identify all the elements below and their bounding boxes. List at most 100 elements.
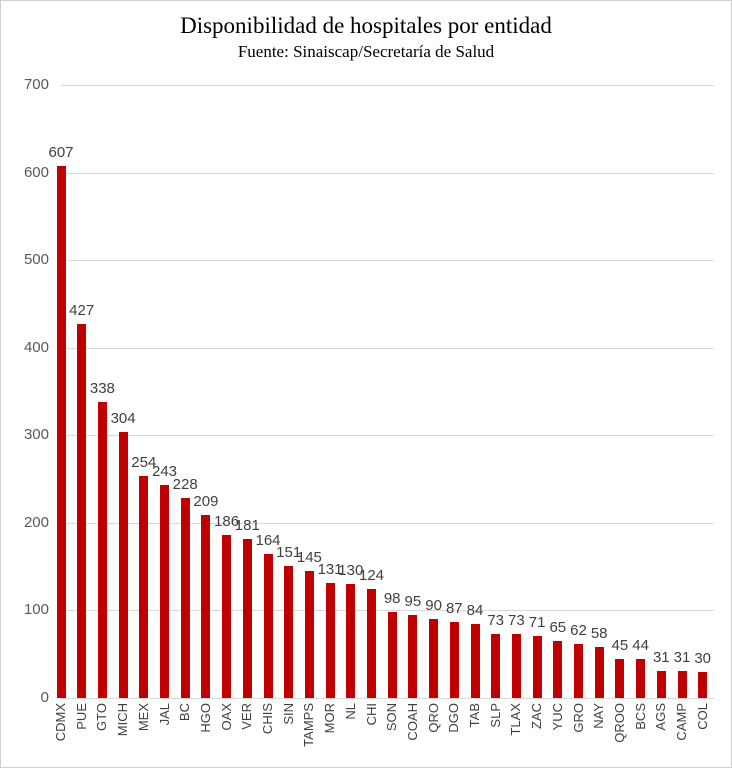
bar-value-label: 62: [570, 621, 587, 639]
bar-VER: [242, 539, 252, 698]
gridline: [61, 85, 714, 86]
x-axis-tick-label: OAX: [218, 703, 234, 731]
bar-NL: [346, 584, 356, 698]
x-axis-tick-label: SLP: [487, 703, 503, 728]
x-axis-tick-label: CHIS: [260, 703, 275, 735]
bar-QROO: [615, 658, 625, 698]
bar-BC: [180, 498, 190, 698]
bar-HGO: [201, 514, 211, 698]
bar-QRO: [429, 619, 439, 698]
y-axis-tick-label: 0: [40, 689, 49, 706]
y-axis-tick-label: 600: [23, 164, 49, 181]
bar-value-label: 73: [487, 612, 505, 630]
x-axis-tick-label: MOR: [322, 703, 338, 734]
x-axis-tick-label: BCS: [632, 703, 648, 730]
bar-YUC: [553, 641, 563, 698]
bar-value-label: 145: [296, 549, 322, 567]
bar-CAMP: [677, 670, 687, 698]
bar-AGS: [656, 670, 666, 698]
x-axis-tick-label: NL: [342, 703, 358, 720]
bar-value-label: 58: [590, 625, 608, 643]
bar-value-label: 164: [255, 532, 281, 550]
gridline: [61, 610, 714, 611]
bar-BCS: [636, 659, 646, 698]
x-axis-tick-label: QRO: [425, 703, 441, 733]
x-axis-tick-label: MICH: [115, 703, 131, 737]
x-axis-tick-label: ZAC: [529, 703, 545, 729]
bar-value-label: 186: [214, 513, 240, 531]
bar-value-label: 31: [673, 648, 691, 666]
bar-CHI: [367, 589, 376, 698]
y-axis-tick-label: 700: [23, 76, 49, 93]
x-axis-tick-label: COAH: [404, 703, 420, 741]
x-axis-tick-label: AGS: [653, 703, 669, 731]
y-axis-tick-label: 500: [23, 251, 49, 268]
gridline: [61, 698, 714, 699]
bar-value-label: 607: [48, 144, 74, 162]
bar-value-label: 87: [445, 599, 463, 617]
bar-value-label: 228: [172, 476, 198, 494]
bar-SON: [387, 612, 397, 698]
x-axis-tick-label: VER: [239, 703, 255, 730]
gridline: [61, 435, 714, 436]
bar-value-label: 73: [508, 612, 525, 630]
bar-value-label: 254: [131, 453, 157, 471]
bar-CHIS: [263, 554, 273, 698]
bar-CDMX: [56, 166, 66, 698]
gridline: [61, 260, 714, 261]
chart-subtitle: Fuente: Sinaiscap/Secretaría de Salud: [237, 42, 495, 61]
y-axis-tick-label: 300: [23, 426, 49, 443]
bar-value-label: 130: [338, 562, 364, 580]
bar-COAH: [408, 614, 418, 698]
bar-value-label: 98: [383, 590, 401, 608]
gridline: [61, 523, 714, 524]
bar-PUE: [77, 324, 87, 698]
gridline: [61, 173, 714, 174]
x-axis-tick-label: GTO: [94, 703, 110, 731]
x-axis-tick-label: YUC: [549, 703, 565, 731]
bar-DGO: [449, 621, 459, 698]
x-axis-tick-label: GRO: [570, 703, 586, 733]
bar-GRO: [574, 643, 583, 698]
bar-MOR: [325, 583, 335, 698]
bar-value-label: 209: [193, 492, 219, 510]
x-axis-tick-label: DGO: [446, 703, 462, 733]
x-axis-tick-label: PUE: [73, 703, 89, 730]
x-axis-tick-label: BC: [177, 703, 193, 722]
bar-value-label: 31: [652, 648, 670, 666]
x-axis-tick-label: NAY: [591, 703, 607, 729]
bar-MICH: [118, 431, 128, 698]
x-axis-tick-label: SIN: [280, 703, 296, 725]
x-axis-tick-label: MEX: [135, 703, 151, 732]
x-axis-tick-label: TAMPS: [301, 703, 317, 747]
y-axis-tick-label: 100: [23, 601, 49, 618]
x-axis-tick-label: CAMP: [674, 703, 689, 741]
bar-value-label: 181: [234, 517, 260, 535]
x-axis-tick-label: TLAX: [508, 703, 524, 736]
y-axis-tick-label: 400: [23, 339, 49, 356]
bar-value-label: 131: [317, 561, 343, 579]
bar-SIN: [284, 565, 294, 698]
x-axis-tick-label: CDMX: [53, 703, 68, 742]
bar-value-label: 95: [404, 592, 422, 610]
x-axis-tick-label: HGO: [197, 703, 213, 733]
x-axis-tick-label: QROO: [611, 703, 627, 743]
bar-value-label: 84: [466, 602, 484, 620]
bar-value-label: 243: [151, 463, 178, 481]
bar-value-label: 338: [89, 380, 115, 397]
bar-COL: [698, 671, 708, 698]
bar-TAMPS: [304, 571, 314, 698]
bar-JAL: [160, 485, 169, 698]
y-axis-tick-label: 200: [23, 514, 49, 531]
x-axis-tick-label: SON: [384, 703, 400, 732]
chart-title: Disponibilidad de hospitales por entidad: [180, 13, 552, 38]
bar-value-label: 90: [425, 597, 442, 615]
bar-GTO: [97, 402, 107, 698]
bar-TAB: [470, 624, 480, 698]
bar-value-label: 151: [276, 543, 302, 561]
x-axis-tick-label: TAB: [467, 703, 482, 728]
bar-value-label: 304: [110, 409, 136, 427]
bar-TLAX: [511, 634, 521, 698]
bar-value-label: 44: [632, 637, 649, 655]
